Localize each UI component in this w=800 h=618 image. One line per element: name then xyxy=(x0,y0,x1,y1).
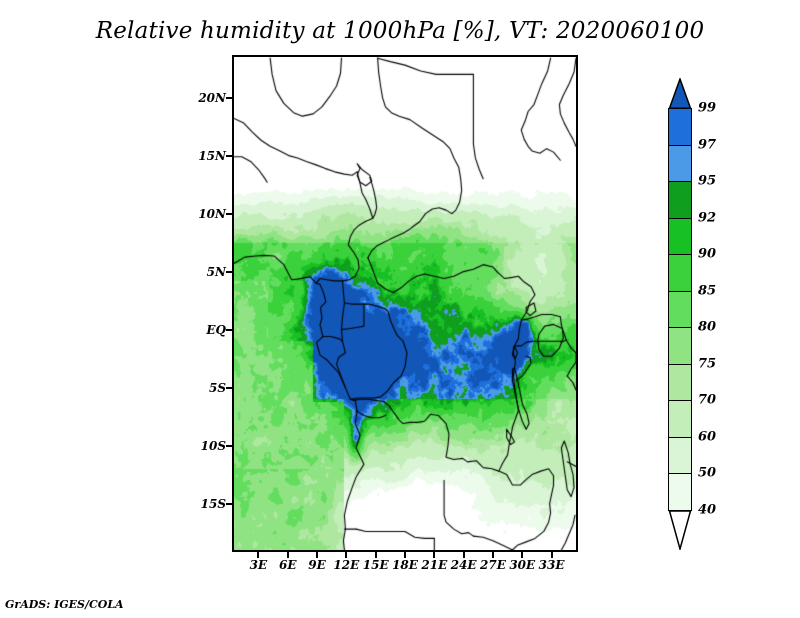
x-tick-label: 12E xyxy=(333,558,360,572)
x-tick-mark xyxy=(462,552,465,558)
colorbar-band xyxy=(668,327,692,366)
y-tick-label: EQ xyxy=(206,322,226,337)
x-tick-label: 9E xyxy=(308,558,326,572)
colorbar-tick-label: 75 xyxy=(698,356,717,372)
x-tick-mark xyxy=(316,552,319,558)
y-tick-label: 15S xyxy=(200,496,226,511)
y-tick-mark xyxy=(226,96,232,99)
colorbar-tick-label: 92 xyxy=(698,210,717,226)
y-tick-label: 20N xyxy=(198,90,226,105)
x-tick-mark xyxy=(404,552,406,558)
colorbar-band xyxy=(668,144,692,183)
y-tick-mark xyxy=(226,444,232,447)
y-tick-mark xyxy=(226,328,232,331)
colorbar-band xyxy=(668,473,692,512)
y-tick-label: 5N xyxy=(206,264,226,279)
colorbar-top-arrow xyxy=(668,78,692,109)
y-tick-mark xyxy=(226,212,232,215)
colorbar-band xyxy=(668,254,692,293)
colorbar: 99 97 95 92 90 85 80 75 70 60 50 40 xyxy=(668,78,716,550)
footer-credit: GrADS: IGES/COLA xyxy=(5,598,124,611)
colorbar-band xyxy=(668,363,692,402)
x-tick-mark xyxy=(257,552,260,558)
colorbar-band xyxy=(668,181,692,220)
x-tick-label: 3E xyxy=(249,558,268,572)
y-tick-label: 5S xyxy=(208,380,226,395)
colorbar-band xyxy=(668,217,692,256)
x-tick-mark xyxy=(550,552,553,558)
x-tick-label: 30E xyxy=(509,558,536,572)
y-tick-label: 15N xyxy=(198,148,226,163)
x-tick-label: 6E xyxy=(278,558,297,572)
y-tick-label: 10S xyxy=(200,438,226,453)
x-tick-mark xyxy=(491,552,494,558)
colorbar-band xyxy=(668,290,692,329)
x-tick-label: 24E xyxy=(450,558,477,572)
colorbar-tick-label: 80 xyxy=(698,319,717,335)
x-axis-labels: 3E 6E 9E 12E 15E 18E 21E 24E 27E 30E 33E xyxy=(232,558,578,576)
colorbar-tick-label: 40 xyxy=(698,502,717,518)
colorbar-tick-label: 60 xyxy=(698,429,717,445)
x-axis-ticks xyxy=(232,552,578,560)
y-axis-ticks xyxy=(226,55,234,552)
y-tick-mark xyxy=(226,270,232,273)
x-tick-mark xyxy=(286,552,289,558)
y-axis-labels: 20N 15N 10N 5N EQ 5S 10S 15S xyxy=(198,55,226,552)
y-tick-label: 10N xyxy=(198,206,226,221)
humidity-field-canvas xyxy=(234,57,576,550)
x-tick-mark xyxy=(521,552,524,558)
colorbar-tick-label: 99 xyxy=(698,100,717,116)
x-tick-label: 33E xyxy=(538,558,565,572)
y-tick-mark xyxy=(226,154,232,157)
colorbar-tick-label: 90 xyxy=(698,246,717,262)
colorbar-tick-label: 70 xyxy=(698,392,717,408)
colorbar-bottom-arrow xyxy=(668,510,692,550)
y-tick-mark xyxy=(226,386,232,389)
x-tick-label: 21E xyxy=(421,558,448,572)
colorbar-tick-label: 50 xyxy=(698,465,717,481)
x-tick-label: 15E xyxy=(362,558,389,572)
colorbar-band xyxy=(668,400,692,439)
x-tick-label: 27E xyxy=(480,558,506,572)
page-title: Relative humidity at 1000hPa [%], VT: 20… xyxy=(95,18,705,44)
colorbar-band xyxy=(668,436,692,475)
y-tick-mark xyxy=(226,502,232,505)
colorbar-tick-label: 95 xyxy=(698,173,717,189)
x-tick-mark xyxy=(433,552,436,558)
x-tick-mark xyxy=(345,552,348,558)
x-tick-mark xyxy=(374,552,377,558)
colorbar-tick-label: 85 xyxy=(698,283,717,299)
colorbar-tick-label: 97 xyxy=(698,137,717,153)
colorbar-band xyxy=(668,108,692,147)
map-plot-area xyxy=(232,55,578,552)
x-tick-label: 18E xyxy=(392,558,418,572)
